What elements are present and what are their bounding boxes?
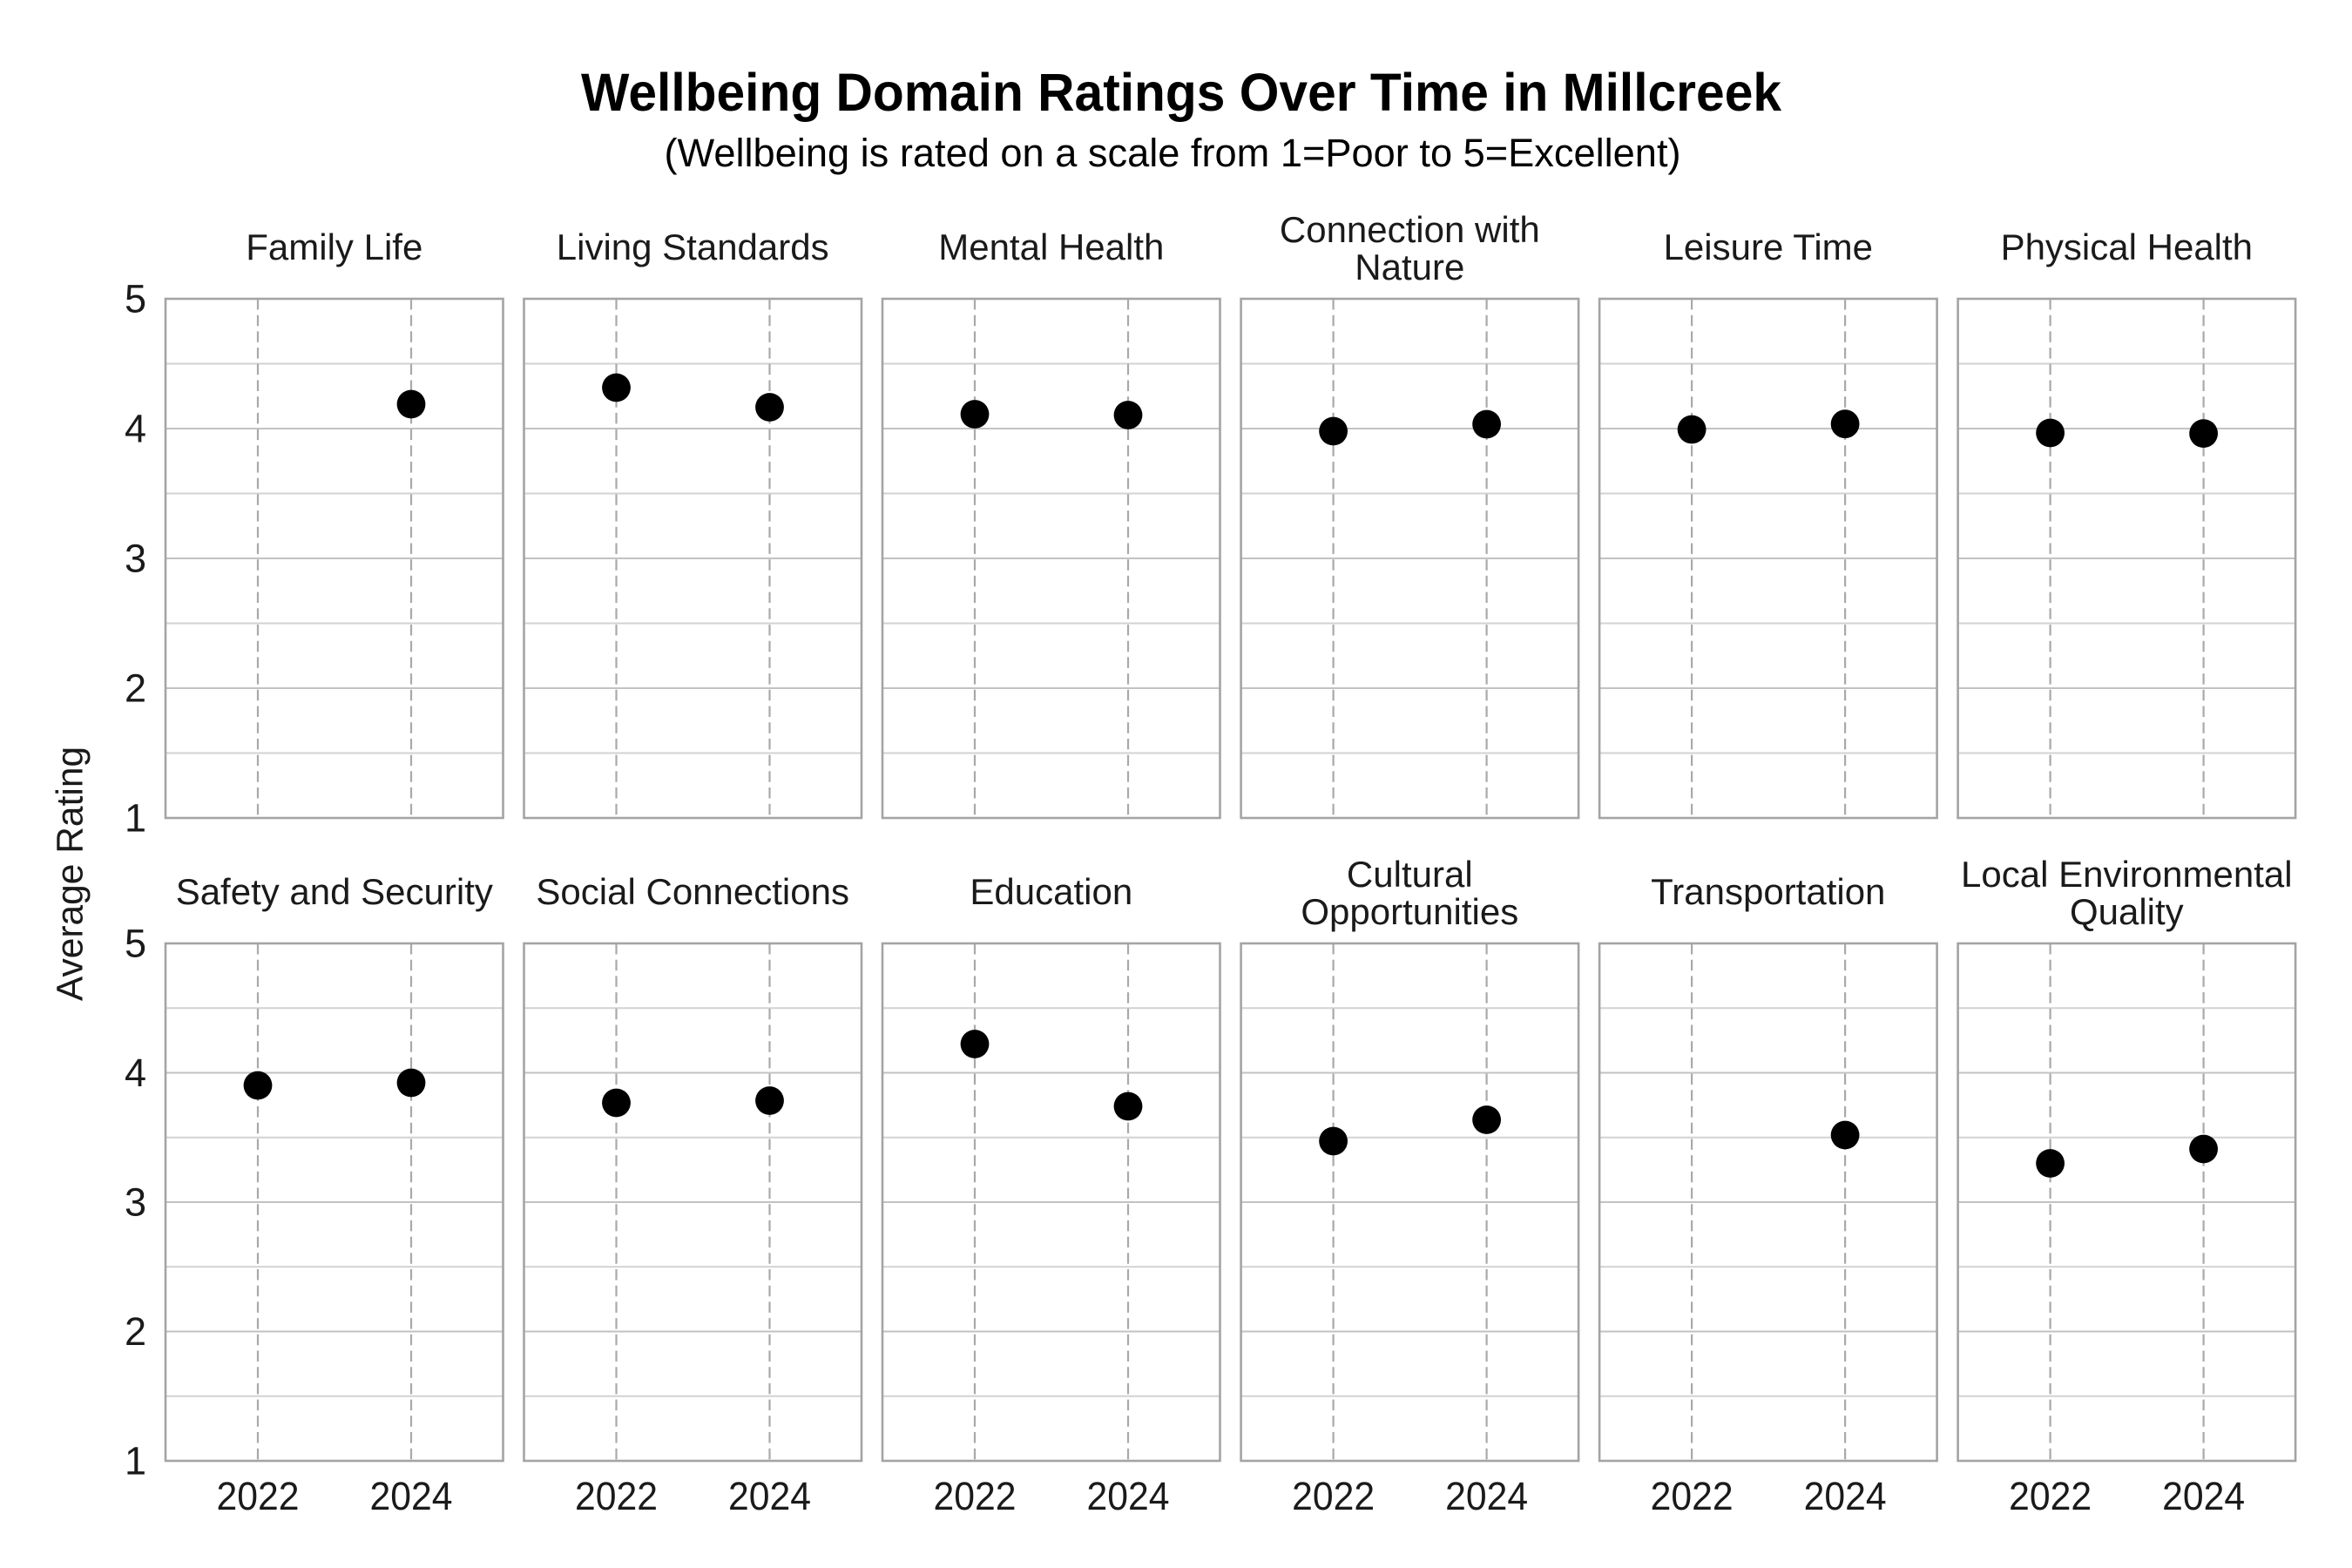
svg-text:2024: 2024	[2162, 1474, 2245, 1518]
svg-text:2022: 2022	[1651, 1474, 1734, 1518]
svg-text:Local Environmental: Local Environmental	[1961, 854, 2293, 895]
svg-text:Mental Health: Mental Health	[938, 226, 1164, 267]
svg-text:2022: 2022	[217, 1474, 300, 1518]
svg-text:Social Connections: Social Connections	[536, 871, 849, 912]
svg-text:Average Rating: Average Rating	[51, 747, 91, 1001]
svg-text:3: 3	[125, 537, 146, 581]
svg-text:Living Standards: Living Standards	[557, 226, 829, 267]
svg-text:Cultural: Cultural	[1347, 854, 1473, 895]
svg-text:Nature: Nature	[1355, 247, 1464, 287]
svg-text:Connection with: Connection with	[1280, 209, 1540, 250]
svg-text:2024: 2024	[1087, 1474, 1170, 1518]
svg-text:2024: 2024	[728, 1474, 811, 1518]
svg-text:2022: 2022	[1292, 1474, 1375, 1518]
svg-text:4: 4	[125, 1051, 146, 1095]
svg-text:2024: 2024	[1445, 1474, 1528, 1518]
svg-text:Physical Health: Physical Health	[2001, 226, 2253, 267]
svg-text:3: 3	[125, 1180, 146, 1225]
svg-text:4: 4	[125, 407, 146, 451]
svg-text:5: 5	[125, 922, 146, 966]
svg-text:Education: Education	[970, 871, 1132, 912]
svg-text:2022: 2022	[2009, 1474, 2092, 1518]
svg-text:1: 1	[125, 1439, 146, 1484]
svg-text:Safety and Security: Safety and Security	[176, 871, 493, 912]
svg-text:2022: 2022	[934, 1474, 1017, 1518]
svg-text:Leisure Time: Leisure Time	[1664, 226, 1873, 267]
svg-text:Family Life: Family Life	[246, 226, 422, 267]
svg-text:(Wellbeing is rated on a scale: (Wellbeing is rated on a scale from 1=Po…	[664, 131, 1680, 175]
svg-text:Opportunities: Opportunities	[1301, 891, 1518, 932]
svg-text:Transportation: Transportation	[1651, 871, 1885, 912]
svg-text:1: 1	[125, 796, 146, 841]
svg-text:2: 2	[125, 666, 146, 711]
svg-text:5: 5	[125, 277, 146, 321]
svg-text:Quality: Quality	[2070, 891, 2184, 932]
svg-text:2024: 2024	[1804, 1474, 1887, 1518]
svg-text:2022: 2022	[575, 1474, 658, 1518]
svg-text:2: 2	[125, 1309, 146, 1354]
svg-text:Wellbeing Domain Ratings Over: Wellbeing Domain Ratings Over Time in Mi…	[581, 63, 1781, 122]
svg-text:2024: 2024	[370, 1474, 453, 1518]
